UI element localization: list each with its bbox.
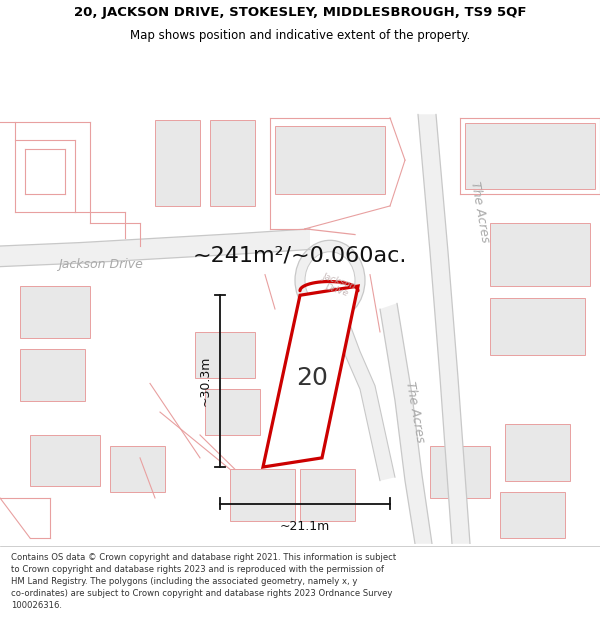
- Polygon shape: [465, 124, 595, 189]
- Polygon shape: [20, 286, 90, 338]
- Polygon shape: [155, 120, 200, 206]
- Polygon shape: [275, 126, 385, 194]
- Polygon shape: [230, 469, 295, 521]
- Polygon shape: [418, 114, 470, 544]
- Ellipse shape: [305, 252, 355, 309]
- Polygon shape: [380, 303, 432, 544]
- Polygon shape: [205, 389, 260, 435]
- Polygon shape: [500, 492, 565, 538]
- Text: Jackson
Drive: Jackson Drive: [319, 272, 357, 300]
- Text: Jackson Drive: Jackson Drive: [58, 258, 142, 271]
- Polygon shape: [505, 424, 570, 481]
- Text: 20: 20: [296, 366, 328, 390]
- Polygon shape: [490, 298, 585, 355]
- Polygon shape: [430, 446, 490, 498]
- Text: The Acres: The Acres: [403, 381, 427, 444]
- Polygon shape: [330, 311, 395, 481]
- Polygon shape: [30, 435, 100, 486]
- Text: 20, JACKSON DRIVE, STOKESLEY, MIDDLESBROUGH, TS9 5QF: 20, JACKSON DRIVE, STOKESLEY, MIDDLESBRO…: [74, 6, 526, 19]
- Polygon shape: [490, 223, 590, 286]
- Text: ~21.1m: ~21.1m: [280, 520, 330, 532]
- Polygon shape: [110, 446, 165, 493]
- Polygon shape: [20, 349, 85, 401]
- Text: ~241m²/~0.060ac.: ~241m²/~0.060ac.: [193, 245, 407, 265]
- Text: ~30.3m: ~30.3m: [199, 356, 212, 406]
- Text: Map shows position and indicative extent of the property.: Map shows position and indicative extent…: [130, 29, 470, 42]
- Polygon shape: [300, 469, 355, 521]
- Ellipse shape: [295, 240, 365, 321]
- Polygon shape: [0, 229, 310, 267]
- Polygon shape: [210, 120, 255, 206]
- Text: The Acres: The Acres: [468, 180, 492, 243]
- Text: Contains OS data © Crown copyright and database right 2021. This information is : Contains OS data © Crown copyright and d…: [11, 554, 396, 610]
- Polygon shape: [263, 286, 358, 467]
- Polygon shape: [195, 332, 255, 378]
